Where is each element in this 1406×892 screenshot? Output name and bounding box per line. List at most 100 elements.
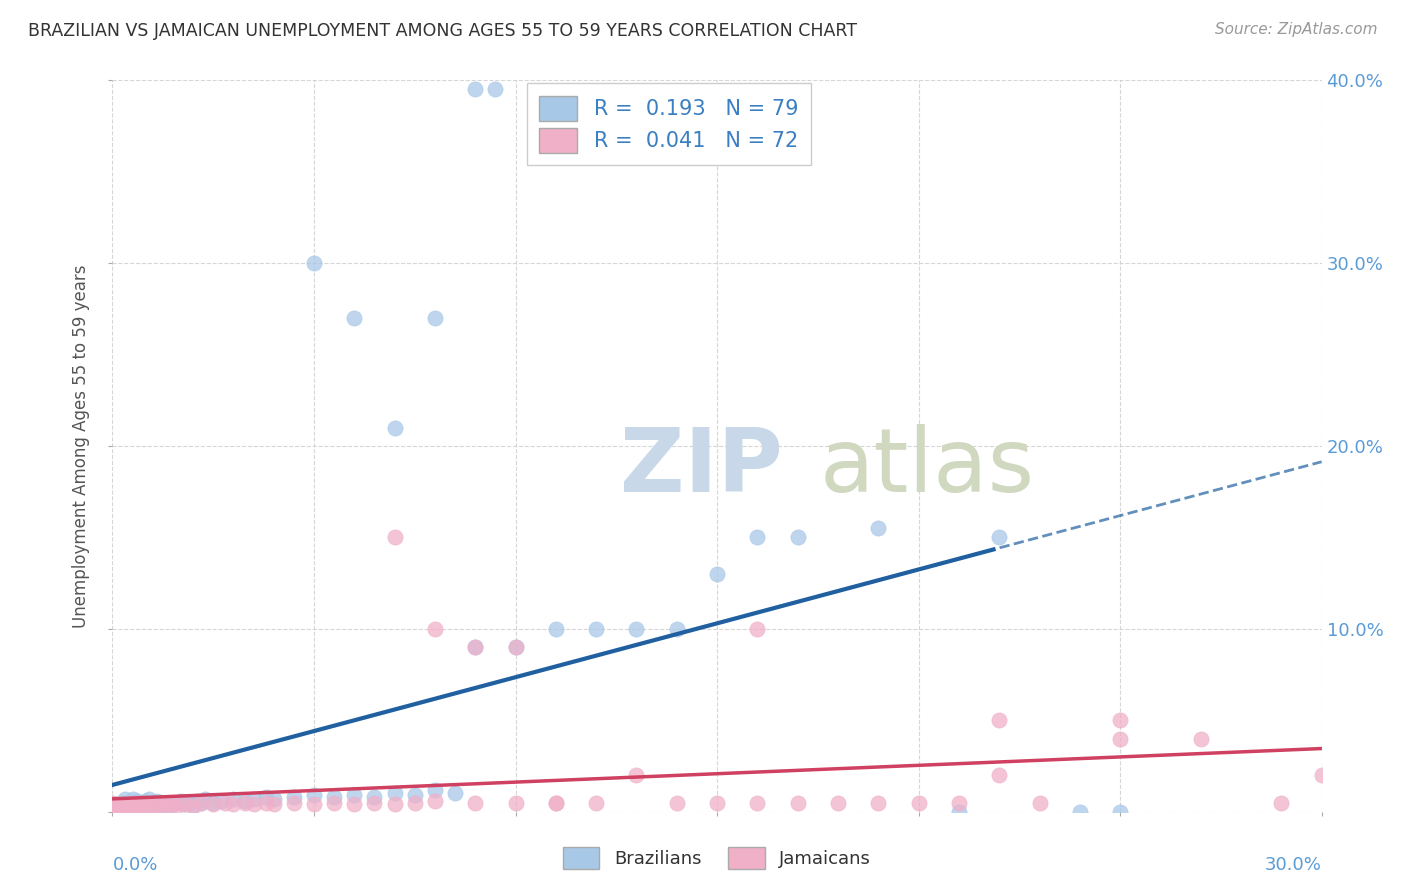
- Point: [117, 797, 139, 812]
- Point: [125, 801, 148, 815]
- Point: [138, 797, 160, 812]
- Point: [235, 794, 257, 808]
- Point: [114, 797, 136, 812]
- Point: [101, 799, 124, 814]
- Point: [283, 796, 305, 810]
- Point: [505, 796, 527, 810]
- Point: [747, 530, 769, 544]
- Point: [384, 787, 406, 801]
- Text: Source: ZipAtlas.com: Source: ZipAtlas.com: [1215, 22, 1378, 37]
- Point: [110, 796, 132, 810]
- Point: [125, 797, 148, 812]
- Point: [174, 797, 197, 812]
- Point: [114, 803, 136, 817]
- Point: [146, 799, 169, 814]
- Point: [222, 792, 245, 806]
- Point: [153, 796, 176, 810]
- Point: [283, 790, 305, 805]
- Point: [626, 622, 648, 636]
- Point: [423, 794, 446, 808]
- Legend: Brazilians, Jamaicans: Brazilians, Jamaicans: [555, 839, 879, 876]
- Point: [202, 797, 225, 812]
- Point: [209, 794, 232, 808]
- Point: [302, 789, 325, 803]
- Point: [444, 787, 467, 801]
- Point: [484, 82, 506, 96]
- Point: [786, 530, 808, 544]
- Point: [585, 622, 607, 636]
- Point: [747, 796, 769, 810]
- Point: [110, 801, 132, 815]
- Point: [117, 801, 139, 815]
- Point: [166, 799, 188, 814]
- Point: [101, 796, 124, 810]
- Point: [1069, 805, 1091, 819]
- Point: [665, 622, 688, 636]
- Point: [194, 792, 217, 806]
- Text: BRAZILIAN VS JAMAICAN UNEMPLOYMENT AMONG AGES 55 TO 59 YEARS CORRELATION CHART: BRAZILIAN VS JAMAICAN UNEMPLOYMENT AMONG…: [28, 22, 858, 40]
- Point: [121, 803, 143, 817]
- Point: [105, 797, 128, 812]
- Text: ZIP: ZIP: [620, 425, 783, 511]
- Point: [464, 640, 486, 655]
- Point: [114, 796, 136, 810]
- Point: [121, 796, 143, 810]
- Point: [153, 796, 176, 810]
- Point: [101, 801, 124, 815]
- Point: [214, 796, 236, 810]
- Text: atlas: atlas: [820, 425, 1035, 511]
- Point: [129, 799, 152, 814]
- Y-axis label: Unemployment Among Ages 55 to 59 years: Unemployment Among Ages 55 to 59 years: [72, 264, 90, 628]
- Point: [988, 530, 1011, 544]
- Point: [1109, 731, 1132, 746]
- Point: [110, 801, 132, 815]
- Point: [146, 794, 169, 808]
- Point: [868, 796, 890, 810]
- Point: [101, 801, 124, 815]
- Point: [157, 799, 180, 814]
- Point: [384, 530, 406, 544]
- Point: [110, 797, 132, 812]
- Point: [505, 640, 527, 655]
- Point: [101, 805, 124, 819]
- Point: [585, 796, 607, 810]
- Point: [988, 714, 1011, 728]
- Point: [114, 792, 136, 806]
- Point: [134, 794, 156, 808]
- Point: [190, 796, 212, 810]
- Point: [157, 799, 180, 814]
- Point: [149, 797, 172, 812]
- Point: [105, 797, 128, 812]
- Point: [1310, 768, 1333, 782]
- Point: [101, 796, 124, 810]
- Point: [1270, 796, 1292, 810]
- Point: [747, 622, 769, 636]
- Point: [125, 801, 148, 815]
- Point: [114, 801, 136, 815]
- Point: [423, 782, 446, 797]
- Point: [146, 797, 169, 812]
- Point: [706, 567, 728, 582]
- Point: [343, 789, 366, 803]
- Point: [177, 796, 200, 810]
- Point: [162, 797, 184, 812]
- Point: [242, 797, 264, 812]
- Point: [121, 799, 143, 814]
- Point: [166, 796, 188, 810]
- Point: [868, 521, 890, 535]
- Point: [186, 794, 208, 808]
- Point: [544, 622, 567, 636]
- Point: [343, 310, 366, 325]
- Point: [202, 796, 225, 810]
- Point: [170, 794, 193, 808]
- Point: [181, 799, 204, 814]
- Point: [323, 796, 346, 810]
- Point: [706, 796, 728, 810]
- Point: [235, 796, 257, 810]
- Point: [827, 796, 849, 810]
- Point: [263, 797, 285, 812]
- Point: [302, 256, 325, 270]
- Point: [343, 797, 366, 812]
- Point: [384, 797, 406, 812]
- Point: [302, 797, 325, 812]
